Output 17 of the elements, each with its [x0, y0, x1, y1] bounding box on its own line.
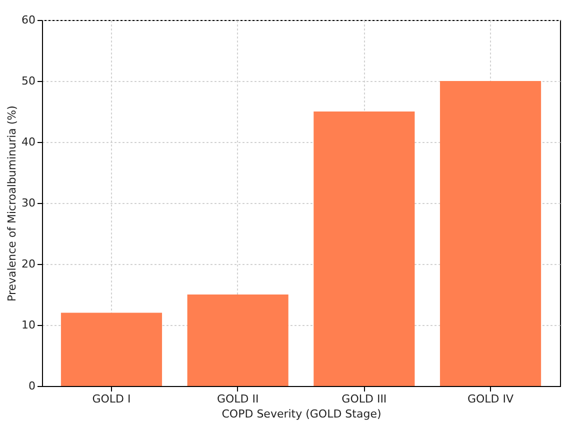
y-tick-label: 50 — [22, 74, 36, 88]
x-tick-label: GOLD I — [92, 392, 131, 406]
x-tick-label: GOLD II — [216, 392, 259, 406]
y-tick-label: 10 — [22, 318, 36, 332]
bar — [60, 312, 162, 386]
y-axis-title: Prevalence of Microalbuminuria (%) — [6, 106, 19, 302]
bar — [440, 81, 542, 386]
bar — [314, 112, 415, 386]
y-tick-label: 60 — [22, 14, 36, 26]
x-tick-label: GOLD III — [342, 392, 387, 406]
y-tick-label: 0 — [28, 380, 36, 392]
bar — [187, 294, 288, 386]
y-tick-label: 20 — [22, 258, 36, 270]
x-axis-title: COPD Severity (GOLD Stage) — [222, 408, 382, 420]
x-tick-label: GOLD IV — [467, 392, 514, 406]
y-tick-label: 40 — [22, 136, 36, 148]
y-tick-label: 30 — [22, 196, 36, 210]
